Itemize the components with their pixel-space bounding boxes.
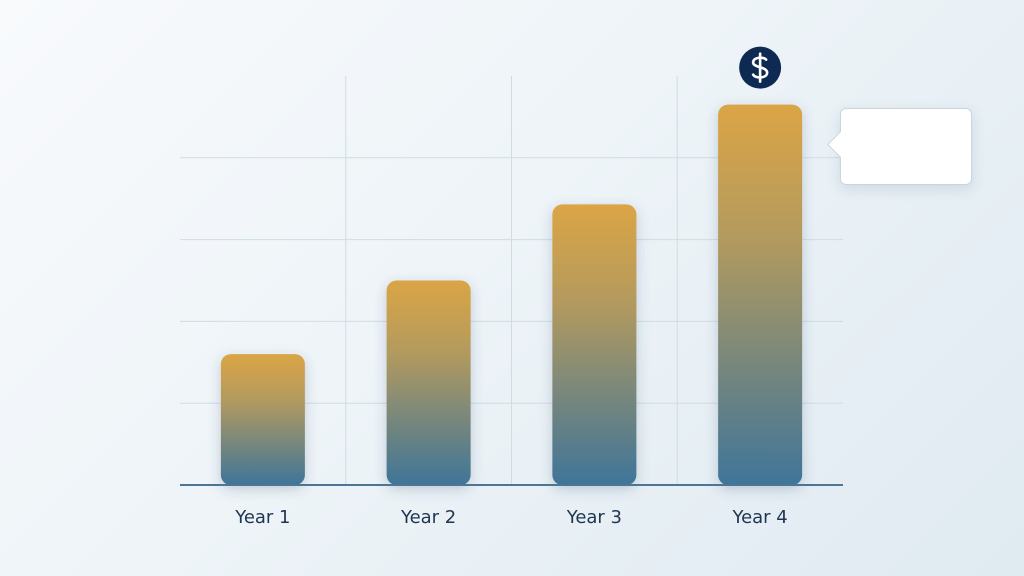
- bar-year-4[interactable]: [718, 104, 803, 485]
- x-tick-label: Year 2: [400, 507, 456, 528]
- bars: [220, 104, 803, 486]
- tooltip-text: [841, 109, 971, 184]
- highlight-marker: [739, 46, 782, 89]
- x-tick-label: Year 3: [566, 507, 622, 528]
- tooltip-card: [827, 108, 972, 185]
- x-tick-labels: Year 1 Year 2 Year 3 Year 4: [234, 507, 788, 528]
- dollar-icon: [739, 46, 782, 89]
- bar-year-3[interactable]: [552, 204, 637, 485]
- bar-year-2[interactable]: [386, 280, 471, 486]
- x-tick-label: Year 1: [234, 507, 290, 528]
- x-tick-label: Year 4: [731, 507, 787, 528]
- bar-year-1[interactable]: [220, 354, 305, 485]
